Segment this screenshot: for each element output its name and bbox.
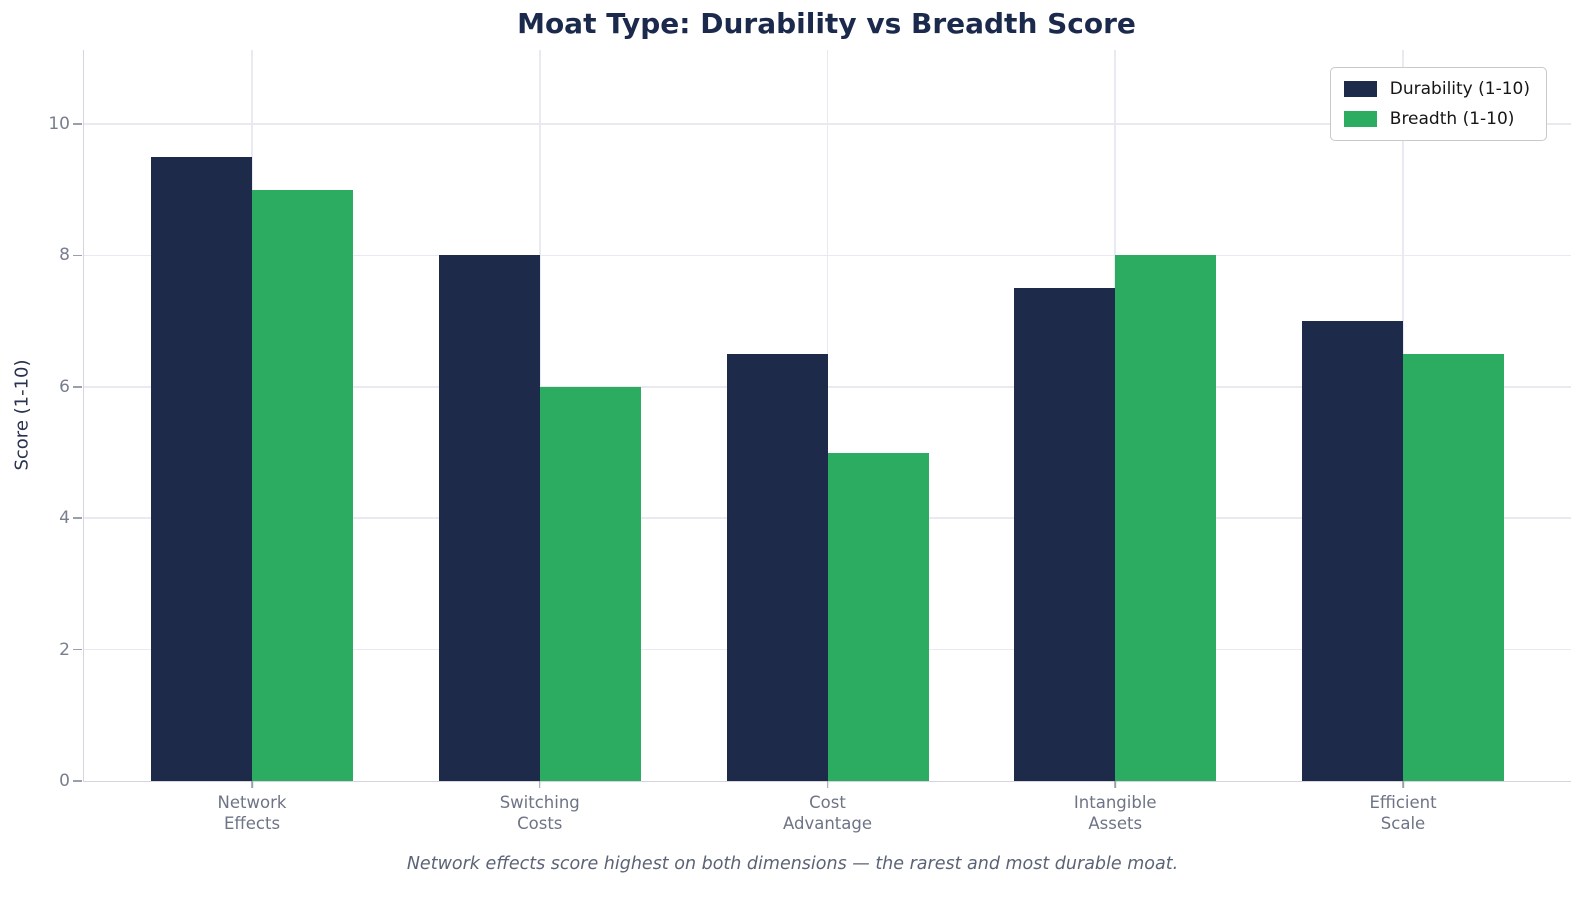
x-tick-mark-network-effects xyxy=(251,781,253,788)
x-tick-mark-efficient-scale xyxy=(1402,781,1404,788)
y-tick-label-4: 4 xyxy=(59,508,70,529)
y-tick-label-10: 10 xyxy=(48,114,70,134)
y-axis-title: Score (1-10) xyxy=(11,359,33,471)
y-tick-mark-2 xyxy=(73,648,82,651)
legend-swatch-durability-1-10 xyxy=(1343,81,1377,97)
y-tick-label-2: 2 xyxy=(59,639,70,660)
plot-area: 0 2 4 6 8 10 Network Effects Switching Costs Cost A… xyxy=(48,50,1571,833)
bar-durability-cost-advantage xyxy=(726,353,828,781)
bar-breadth-efficient-scale xyxy=(1403,353,1504,781)
y-tick-label-8: 8 xyxy=(59,245,70,266)
y-tick-label-6: 6 xyxy=(59,376,70,397)
legend-item-durability-1-10: Durability (1-10) xyxy=(1343,79,1530,99)
legend: Durability (1-10) Breadth (1-10) xyxy=(1329,67,1547,141)
x-tick-label-line: Cost xyxy=(809,793,846,812)
x-tick-label-line: Assets xyxy=(1088,814,1143,833)
x-tick-label-line: Network xyxy=(217,793,287,812)
y-tick-mark-6 xyxy=(73,386,82,388)
bar-breadth-network-effects xyxy=(252,189,353,781)
bar-durability-efficient-scale xyxy=(1302,321,1403,781)
x-tick-mark-cost-advantage xyxy=(826,781,829,788)
legend-label: Breadth (1-10) xyxy=(1389,109,1515,129)
bar-breadth-switching-costs xyxy=(539,386,641,781)
x-tick-label-line: Advantage xyxy=(782,814,873,833)
y-tick-mark-8 xyxy=(73,254,82,257)
legend-item-breadth-1-10: Breadth (1-10) xyxy=(1343,109,1530,129)
x-tick-label-cost-advantage: Cost Advantage xyxy=(783,792,872,834)
legend-swatch-breadth-1-10 xyxy=(1343,111,1377,127)
y-tick-mark-10 xyxy=(73,123,82,125)
bar-breadth-intangible-assets xyxy=(1115,255,1217,781)
y-tick-label-0: 0 xyxy=(59,771,70,791)
x-tick-label-line: Efficient xyxy=(1369,793,1437,812)
legend-label: Durability (1-10) xyxy=(1389,79,1530,99)
caption: Network effects score highest on both di… xyxy=(406,854,1179,874)
x-tick-mark-intangible-assets xyxy=(1114,781,1117,788)
x-tick-label-line: Switching xyxy=(499,793,580,812)
x-tick-label-network-effects: Network Effects xyxy=(218,792,287,834)
y-tick-mark-0 xyxy=(73,780,82,782)
y-tick-mark-4 xyxy=(73,517,82,519)
x-tick-mark-switching-costs xyxy=(538,781,541,788)
x-tick-label-line: Scale xyxy=(1380,814,1426,833)
bar-breadth-cost-advantage xyxy=(827,452,929,781)
bar-durability-network-effects xyxy=(151,156,252,781)
x-tick-label-efficient-scale: Efficient Scale xyxy=(1369,792,1436,834)
bar-durability-intangible-assets xyxy=(1014,288,1116,781)
x-tick-label-line: Costs xyxy=(517,814,563,833)
chart-title: Moat Type: Durability vs Breadth Score xyxy=(517,7,1136,40)
x-tick-label-switching-costs: Switching Costs xyxy=(500,792,580,834)
x-tick-label-line: Effects xyxy=(223,814,281,833)
bar-durability-switching-costs xyxy=(438,255,540,781)
x-tick-label-line: Intangible xyxy=(1073,793,1157,812)
x-tick-label-intangible-assets: Intangible Assets xyxy=(1074,792,1157,834)
